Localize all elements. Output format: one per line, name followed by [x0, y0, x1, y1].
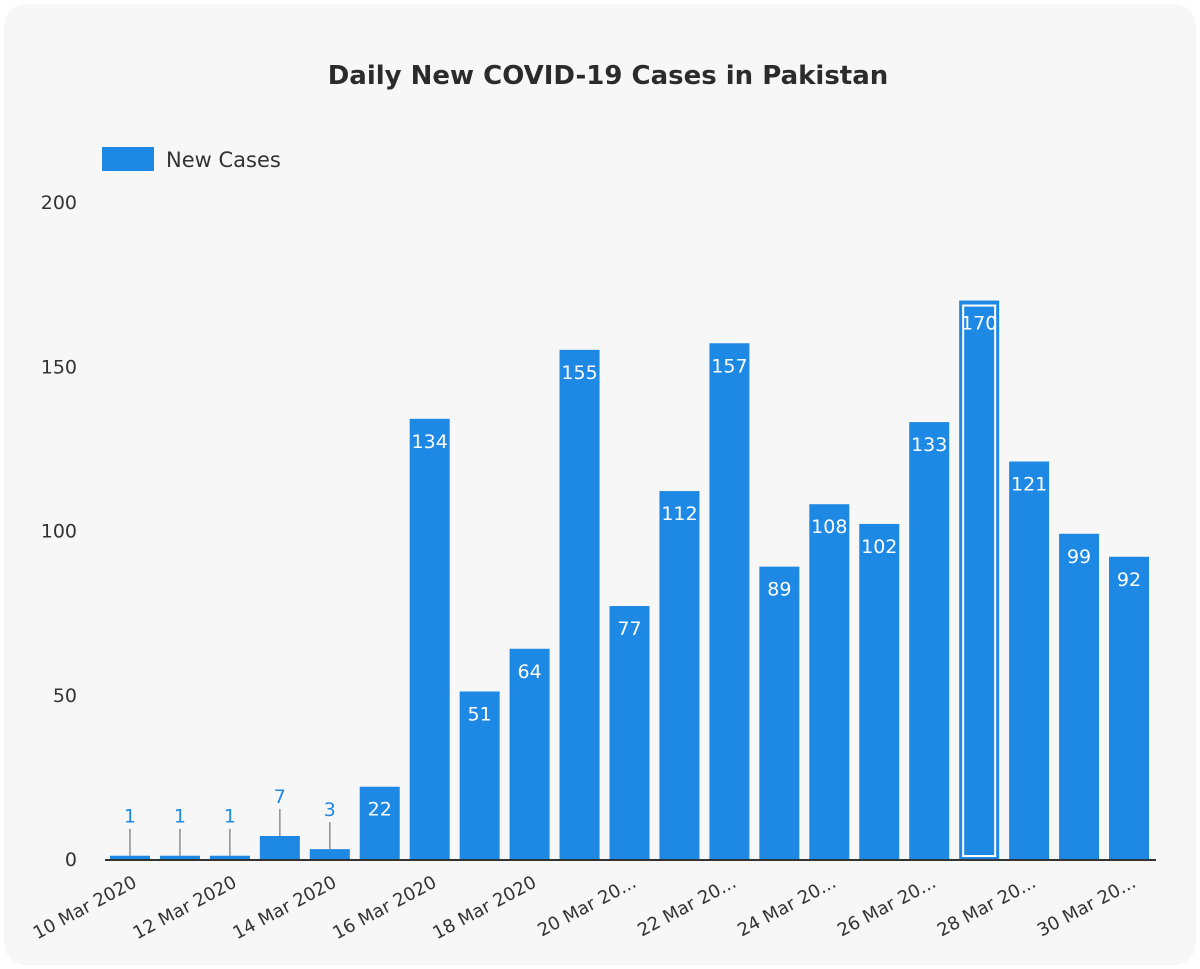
bar[interactable]	[109, 855, 150, 859]
legend-swatch	[102, 147, 154, 171]
bar[interactable]	[659, 491, 700, 859]
y-tick-label: 0	[65, 849, 77, 871]
bar[interactable]	[859, 523, 900, 859]
x-tick-label: 20 Mar 20...	[534, 872, 640, 941]
x-tick-label: 14 Mar 2020	[230, 872, 341, 944]
bar[interactable]	[909, 422, 950, 859]
data-label: 112	[661, 503, 697, 525]
bar[interactable]	[259, 836, 300, 859]
x-tick-label: 10 Mar 2020	[30, 872, 141, 944]
data-label: 1	[124, 806, 136, 828]
x-tick-label: 28 Mar 20...	[934, 872, 1040, 941]
data-label: 134	[412, 431, 448, 453]
data-label: 133	[911, 434, 947, 456]
bar[interactable]	[159, 855, 200, 859]
data-label: 64	[518, 661, 542, 683]
bar[interactable]	[459, 691, 500, 859]
bar[interactable]	[409, 418, 450, 859]
data-label: 22	[368, 799, 392, 821]
bar[interactable]	[1109, 556, 1150, 859]
x-tick-label: 18 Mar 2020	[429, 872, 540, 944]
chart-title: Daily New COVID-19 Cases in Pakistan	[328, 61, 889, 91]
bar[interactable]	[209, 855, 250, 859]
data-label: 157	[711, 355, 747, 377]
bar[interactable]	[1009, 461, 1050, 859]
data-label: 1	[224, 806, 236, 828]
x-tick-label: 30 Mar 20...	[1034, 872, 1140, 941]
bar[interactable]	[559, 349, 600, 859]
data-label: 89	[767, 579, 791, 601]
data-label: 3	[324, 799, 336, 821]
data-label: 99	[1067, 546, 1091, 568]
bar[interactable]	[309, 849, 350, 859]
bar[interactable]	[609, 606, 650, 859]
x-tick-label: 24 Mar 20...	[734, 872, 840, 941]
bars-group: 1 1 173 22134516415577112157891081021331701…	[109, 300, 1150, 859]
data-label: 155	[561, 362, 597, 384]
data-label: 170	[961, 313, 997, 335]
y-axis: 0 50 100 150 200	[41, 192, 77, 871]
y-tick-label: 150	[41, 356, 77, 378]
bar-highlight-outline	[962, 304, 997, 857]
bar[interactable]	[759, 566, 800, 859]
y-tick-label: 50	[53, 685, 77, 707]
legend[interactable]: New Cases	[102, 147, 281, 172]
data-label: 77	[617, 618, 641, 640]
data-label: 7	[274, 786, 286, 808]
x-tick-label: 26 Mar 20...	[834, 872, 940, 941]
y-tick-label: 100	[41, 521, 77, 543]
x-tick-label: 22 Mar 20...	[634, 872, 740, 941]
y-tick-label: 200	[41, 192, 77, 214]
x-tick-label: 12 Mar 2020	[130, 872, 241, 944]
data-label: 92	[1117, 569, 1141, 591]
chart-card: Daily New COVID-19 Cases in Pakistan New…	[4, 4, 1196, 965]
bar-chart: Daily New COVID-19 Cases in Pakistan New…	[30, 61, 1156, 944]
bar[interactable]	[709, 343, 750, 859]
bar[interactable]	[809, 504, 850, 859]
data-label: 108	[811, 516, 847, 538]
data-label: 51	[468, 703, 492, 725]
bar[interactable]	[1059, 533, 1100, 859]
x-tick-label: 16 Mar 2020	[329, 872, 440, 944]
data-label: 1	[174, 806, 186, 828]
data-label: 121	[1011, 474, 1047, 496]
bar[interactable]	[959, 300, 1000, 859]
bar[interactable]	[509, 648, 550, 859]
legend-label-new-cases: New Cases	[166, 148, 281, 172]
data-label: 102	[861, 536, 897, 558]
bar[interactable]	[359, 786, 400, 859]
